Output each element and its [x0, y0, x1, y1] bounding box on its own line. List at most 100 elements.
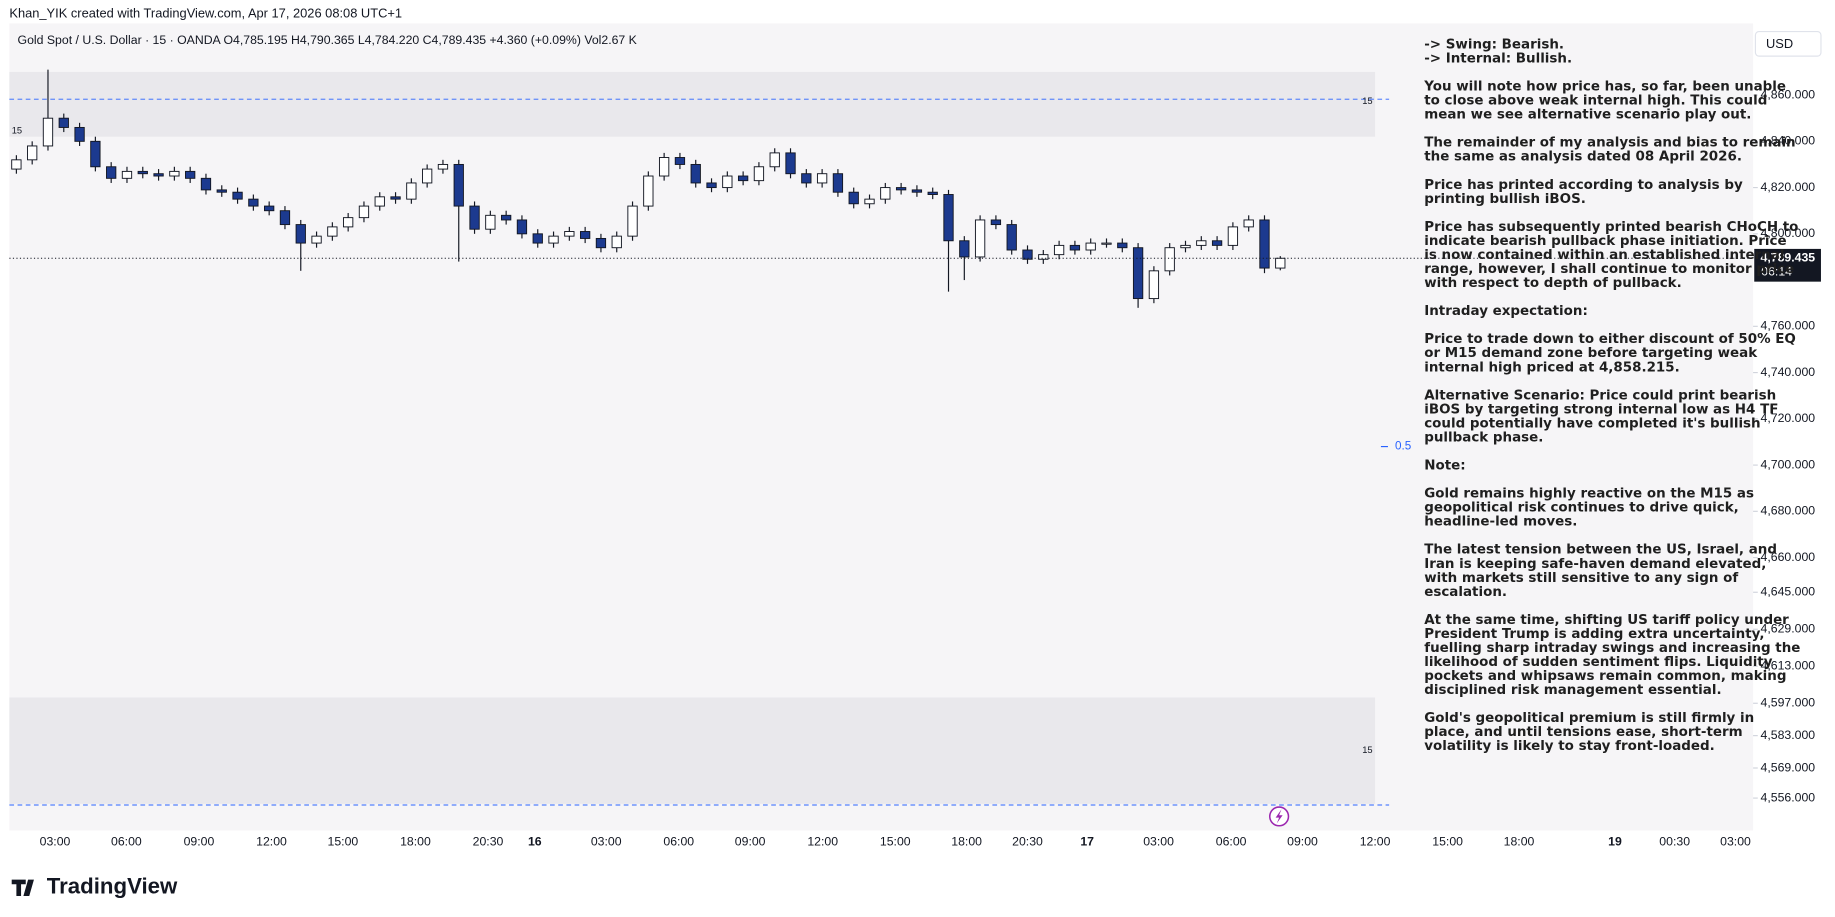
candle: [1148, 266, 1160, 304]
candle: [1211, 236, 1223, 251]
candle-body: [895, 187, 907, 191]
candle: [674, 152, 686, 170]
candle: [27, 141, 38, 165]
note-line: Alternative Scenario: Price could print …: [1424, 388, 1776, 403]
x-tick-label: 15:00: [880, 834, 911, 848]
candle: [1164, 243, 1175, 276]
candle: [469, 201, 480, 234]
note-line: The latest tension between the US, Israe…: [1424, 543, 1777, 558]
candle-body: [500, 214, 512, 221]
x-tick-label: 18:00: [400, 834, 431, 848]
candle: [185, 166, 196, 183]
candle: [422, 164, 433, 188]
note-line: Price to trade down to either discount o…: [1424, 332, 1796, 347]
x-tick-label: 12:00: [807, 834, 838, 848]
note-line: Gold's geopolitical premium is still fir…: [1424, 711, 1754, 726]
price-tag-label: 4,789.435: [1761, 251, 1816, 265]
candle: [1227, 222, 1239, 251]
y-tick-label: 4,613.000: [1761, 659, 1816, 673]
candle-body: [911, 189, 923, 193]
candle-body: [1101, 242, 1112, 245]
candle-body: [106, 166, 117, 179]
candle: [248, 194, 259, 211]
eq-label: 0.5: [1395, 440, 1412, 453]
candle-body: [437, 163, 449, 170]
candle-body: [1196, 240, 1207, 246]
candle: [564, 226, 575, 241]
candle-body: [485, 214, 496, 230]
candle-body: [343, 217, 354, 228]
candle-body: [785, 152, 796, 175]
candle: [927, 187, 938, 200]
candle: [1069, 240, 1081, 255]
candle-body: [42, 117, 54, 147]
candle-body: [58, 117, 69, 128]
candle-body: [358, 205, 370, 219]
candle-body: [1006, 224, 1017, 251]
candle: [216, 185, 227, 197]
note-line: mean we see alternative scenario play ou…: [1424, 108, 1751, 123]
candle: [90, 136, 101, 172]
candle: [785, 148, 796, 179]
x-tick-label: 03:00: [1720, 834, 1751, 848]
candle: [832, 169, 844, 197]
currency-box[interactable]: [1754, 30, 1822, 57]
note-line: printing bullish iBOS.: [1424, 192, 1586, 207]
y-tick-label: 4,840.000: [1761, 134, 1816, 148]
candle: [911, 185, 923, 197]
candle-body: [74, 126, 85, 142]
candle: [722, 171, 733, 193]
x-tick-label: 03:00: [1143, 834, 1174, 848]
x-tick-label: 03:00: [40, 834, 71, 848]
candle: [801, 169, 812, 188]
candle-body: [643, 175, 654, 207]
candle-body: [848, 191, 859, 205]
note-line: fuelling sharp intraday swings and incre…: [1424, 641, 1800, 656]
event-bolt: [1275, 809, 1283, 824]
candle-body: [611, 235, 622, 249]
currency: USD: [1766, 36, 1793, 51]
candle: [137, 166, 148, 179]
candle: [943, 189, 954, 292]
candle-body: [153, 173, 164, 177]
candle: [769, 148, 780, 172]
candle-body: [959, 240, 970, 258]
candle-body: [674, 157, 686, 165]
candle: [753, 162, 765, 186]
candle-body: [516, 219, 528, 235]
x-tick-label: 09:00: [735, 834, 766, 848]
candle: [548, 231, 559, 248]
candle-body: [737, 175, 749, 182]
x-tick-label: 20:30: [473, 834, 504, 848]
note-line: with respect to depth of pullback.: [1424, 276, 1682, 291]
zone-label: 15: [12, 125, 22, 135]
candle-body: [816, 173, 828, 184]
candle: [1022, 245, 1033, 264]
candle: [169, 166, 180, 181]
y-tick-label: 4,583.000: [1761, 728, 1816, 742]
candle-body: [990, 219, 1002, 226]
x-tick-label: 16: [528, 834, 542, 848]
candle-body: [927, 191, 938, 195]
candle-body: [1275, 257, 1286, 269]
candle: [153, 169, 164, 181]
note-line: to close above weak internal high. This …: [1424, 94, 1767, 109]
candle-body: [1117, 242, 1128, 249]
note-line: Gold remains highly reactive on the M15 …: [1424, 487, 1754, 502]
note-line: headline-led moves.: [1424, 515, 1577, 530]
candle: [848, 187, 859, 209]
note-line: At the same time, shifting US tariff pol…: [1424, 613, 1789, 628]
note-line: indicate bearish pullback phase initiati…: [1424, 234, 1786, 249]
candle: [1196, 236, 1207, 251]
candle: [611, 231, 622, 253]
zone: [9, 71, 1376, 137]
candle-body: [564, 231, 575, 237]
candle-body: [753, 166, 765, 182]
price-tag: [1754, 248, 1821, 282]
y-tick-label: 4,860.000: [1761, 87, 1816, 101]
note-line: could potentially have completed it's bu…: [1424, 416, 1760, 431]
note-line: President Trump is adding extra uncertai…: [1424, 627, 1764, 642]
candle: [500, 210, 512, 225]
candle: [516, 215, 528, 239]
candle-body: [390, 196, 401, 200]
